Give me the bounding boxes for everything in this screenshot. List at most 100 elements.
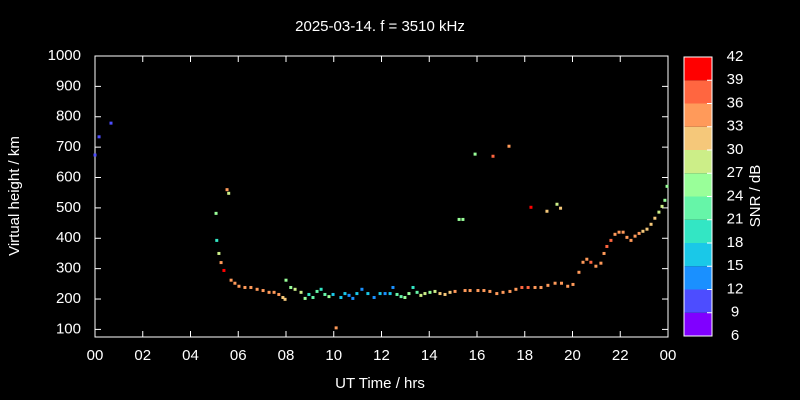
data-point	[482, 289, 486, 293]
y-tick-label: 400	[56, 229, 81, 246]
data-point	[255, 287, 259, 291]
data-point	[660, 204, 664, 208]
data-point	[448, 290, 452, 294]
data-point	[215, 238, 219, 242]
data-point	[491, 154, 495, 158]
data-point	[217, 251, 221, 255]
data-point	[109, 121, 113, 125]
data-point	[453, 289, 457, 293]
data-point	[581, 260, 585, 264]
colorbar-band	[684, 80, 712, 104]
data-point	[577, 270, 581, 274]
data-point	[343, 292, 347, 296]
x-tick-label: 22	[612, 347, 629, 364]
data-point	[407, 292, 411, 296]
x-tick-label: 04	[182, 347, 199, 364]
x-tick-label: 00	[660, 347, 677, 364]
data-point	[378, 292, 382, 296]
data-point	[589, 260, 593, 264]
data-point	[473, 152, 477, 156]
data-point	[617, 230, 621, 234]
data-point	[657, 210, 661, 214]
data-point	[366, 292, 370, 296]
x-tick-label: 20	[564, 347, 581, 364]
data-point	[461, 217, 465, 221]
colorbar-tick-label: 21	[727, 211, 744, 228]
data-point	[433, 289, 437, 293]
data-point	[488, 289, 492, 293]
data-point	[649, 222, 653, 226]
data-point	[539, 285, 543, 289]
x-tick-label: 02	[134, 347, 151, 364]
data-point	[529, 205, 533, 209]
data-point	[599, 261, 603, 265]
data-point	[545, 209, 549, 213]
data-point	[233, 281, 237, 285]
data-point	[613, 232, 617, 236]
data-point	[214, 211, 218, 215]
data-point	[237, 284, 241, 288]
data-point	[457, 217, 461, 221]
colorbar-tick-label: 36	[727, 94, 744, 111]
colorbar-band	[684, 150, 712, 174]
data-point	[303, 296, 307, 300]
colorbar-tick-label: 24	[727, 187, 744, 204]
data-point	[339, 296, 343, 300]
data-point	[411, 285, 415, 289]
data-point	[645, 227, 649, 231]
data-point	[495, 292, 499, 296]
colorbar-tick-label: 12	[727, 280, 744, 297]
colorbar-band	[684, 57, 712, 81]
colorbar-band	[684, 243, 712, 267]
data-point	[97, 135, 101, 139]
data-point	[403, 296, 407, 300]
colorbar-tick-label: 15	[727, 257, 744, 274]
data-point	[323, 292, 327, 296]
data-point	[331, 292, 335, 296]
data-point	[501, 290, 505, 294]
data-point	[508, 289, 512, 293]
data-point	[546, 283, 550, 287]
data-point	[355, 292, 359, 296]
x-tick-label: 14	[421, 347, 438, 364]
data-point	[399, 295, 403, 299]
colorbar-tick-label: 42	[727, 48, 744, 65]
data-point	[225, 188, 229, 192]
data-point	[560, 281, 564, 285]
data-point	[293, 287, 297, 291]
data-point	[272, 290, 276, 294]
data-point	[526, 285, 530, 289]
data-point	[553, 281, 557, 285]
data-point	[468, 289, 472, 293]
data-point	[334, 326, 338, 330]
colorbar-band	[684, 266, 712, 290]
data-point	[605, 244, 609, 248]
y-tick-label: 700	[56, 138, 81, 155]
data-point	[229, 278, 233, 282]
data-point	[476, 289, 480, 293]
colorbar-band	[684, 312, 712, 336]
data-point	[571, 282, 575, 286]
colorbar-band	[684, 103, 712, 127]
colorbar-tick-label: 30	[727, 141, 744, 158]
data-point	[566, 284, 570, 288]
data-point	[621, 230, 625, 234]
data-point	[594, 264, 598, 268]
chart-title: 2025-03-14. f = 3510 kHz	[295, 18, 465, 35]
data-point	[559, 206, 563, 210]
data-point	[307, 292, 311, 296]
data-point	[520, 285, 524, 289]
data-point	[227, 191, 231, 195]
data-point	[533, 285, 537, 289]
data-point	[243, 285, 247, 289]
colorbar-band	[684, 173, 712, 197]
data-point	[514, 287, 518, 291]
data-point	[277, 292, 281, 296]
data-point	[415, 290, 419, 294]
colorbar-label: SNR / dB	[747, 165, 764, 228]
data-point	[419, 293, 423, 297]
x-tick-label: 08	[278, 347, 295, 364]
y-tick-label: 900	[56, 77, 81, 94]
colorbar-band	[684, 289, 712, 313]
